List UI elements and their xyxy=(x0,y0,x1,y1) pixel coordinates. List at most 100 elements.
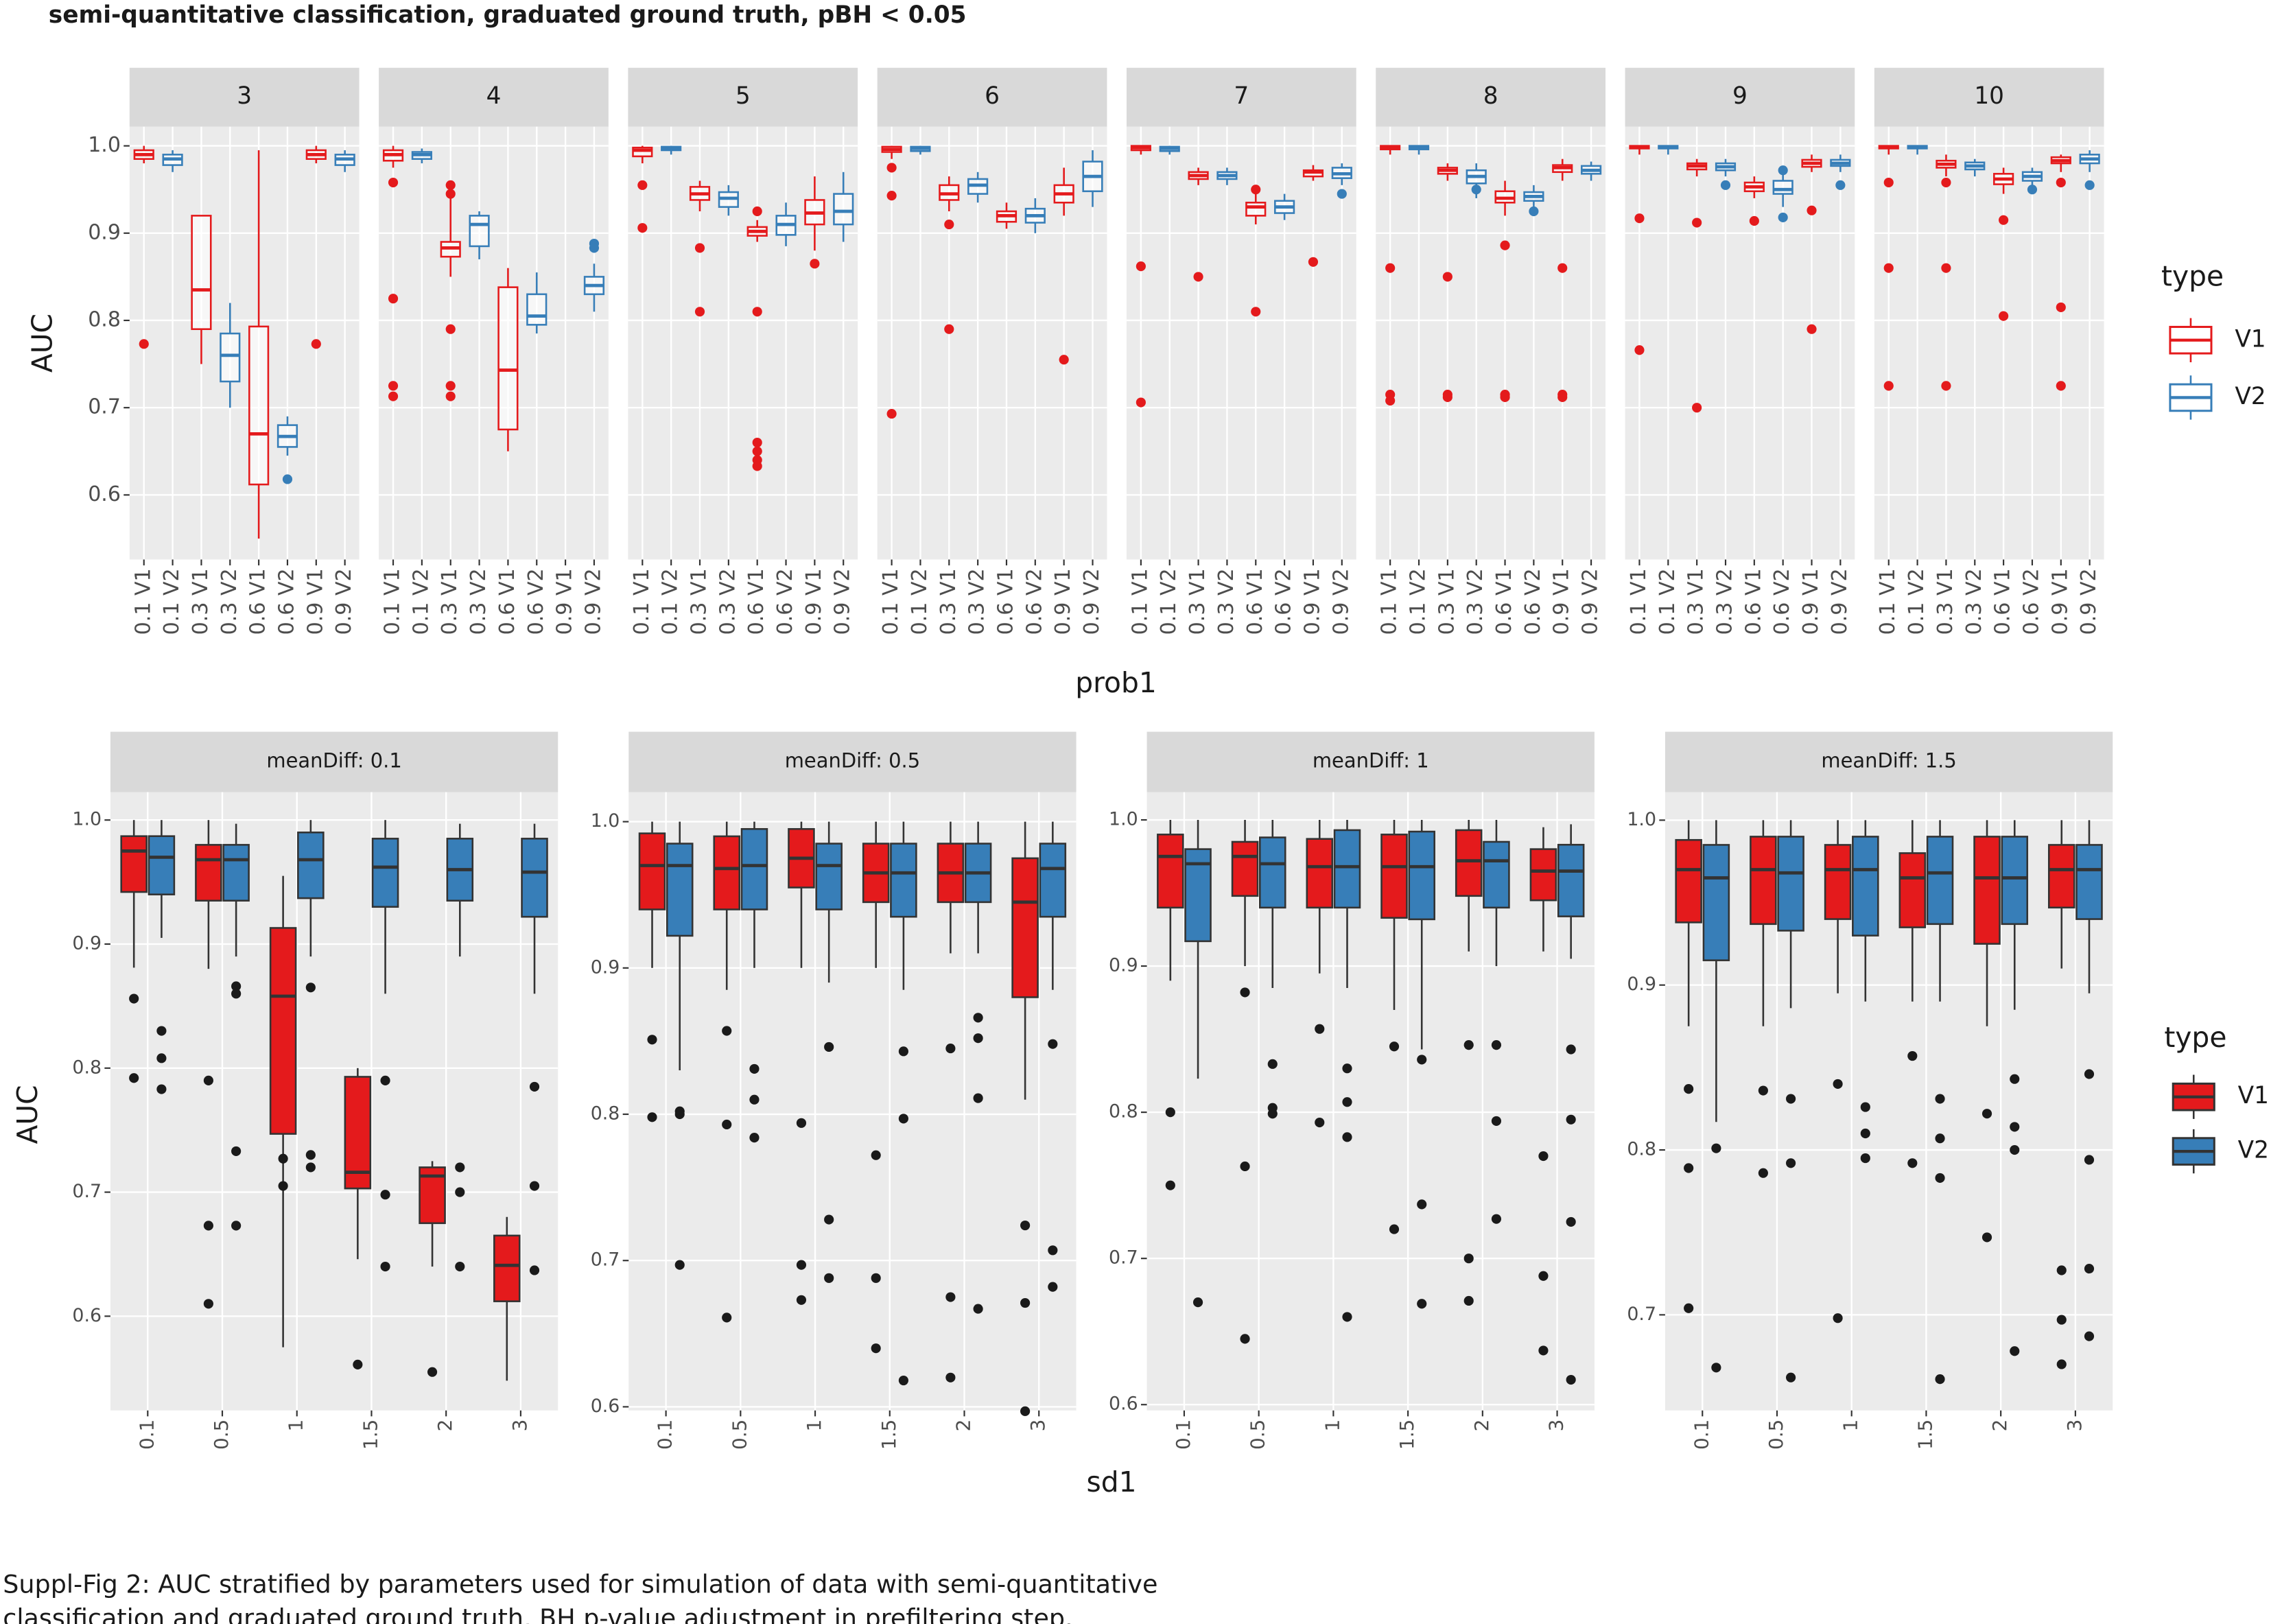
box xyxy=(1157,834,1184,909)
outlier xyxy=(1566,1374,1576,1385)
outlier xyxy=(388,391,399,401)
outlier xyxy=(1342,1132,1352,1142)
panel-background xyxy=(628,126,858,560)
x-tick-label: 1 xyxy=(285,1420,307,1432)
outlier xyxy=(1538,1151,1549,1162)
outlier xyxy=(1634,213,1645,224)
outlier xyxy=(1935,1133,1945,1144)
y-tick-label: 0.6 xyxy=(72,1305,102,1326)
outlier xyxy=(231,989,242,999)
x-tick-label: 0.6 V2 xyxy=(1521,568,1545,635)
y-tick-label: 0.8 xyxy=(1109,1101,1138,1122)
x-tick-label: 0.9 V1 xyxy=(553,568,577,635)
strip-label: meanDiff: 0.1 xyxy=(266,749,401,773)
outlier xyxy=(1267,1109,1278,1119)
outlier xyxy=(1342,1063,1352,1074)
outlier xyxy=(1883,263,1894,273)
outlier xyxy=(871,1273,881,1283)
outlier xyxy=(445,324,456,334)
x-tick-label: 0.1 V2 xyxy=(1905,568,1929,635)
strip xyxy=(110,731,558,792)
strip-label: 7 xyxy=(1234,82,1249,110)
outlier xyxy=(810,259,820,269)
outlier xyxy=(886,191,897,201)
outlier xyxy=(282,474,293,484)
x-tick-label: 1 xyxy=(803,1420,825,1432)
strip xyxy=(1376,67,1606,127)
x-tick-label: 0.3 V1 xyxy=(937,568,961,635)
outlier xyxy=(1389,1042,1400,1052)
box xyxy=(1455,829,1483,897)
strip xyxy=(1665,731,2113,792)
outlier xyxy=(637,180,648,190)
y-tick-label: 0.8 xyxy=(1627,1139,1656,1160)
x-tick-label: 0.6 V2 xyxy=(524,568,548,635)
box xyxy=(371,838,399,908)
box xyxy=(195,844,222,902)
outlier xyxy=(2027,185,2038,195)
outlier xyxy=(824,1214,834,1225)
outlier xyxy=(278,1181,288,1191)
box xyxy=(1408,830,1435,921)
y-tick-label: 0.6 xyxy=(591,1396,620,1417)
outlier xyxy=(2056,302,2066,312)
outlier xyxy=(1778,212,1788,222)
y-tick-label: 0.7 xyxy=(591,1249,620,1271)
strip xyxy=(1625,67,1855,127)
x-tick-label: 0.3 V2 xyxy=(1463,568,1487,635)
x-tick-label: 0.6 V1 xyxy=(1492,568,1516,635)
x-tick-label: 0.9 V1 xyxy=(1300,568,1324,635)
strip xyxy=(1146,731,1595,792)
x-tick-label: 2 xyxy=(952,1420,975,1432)
legend-title: type xyxy=(2164,1021,2226,1054)
y-tick-label: 0.7 xyxy=(72,1181,102,1202)
outlier xyxy=(1342,1312,1352,1322)
outlier xyxy=(427,1367,438,1377)
strip-label: meanDiff: 0.5 xyxy=(785,749,920,773)
x-axis-title: prob1 xyxy=(1075,666,1157,699)
outlier xyxy=(1463,1040,1474,1050)
box xyxy=(1259,836,1286,909)
outlier xyxy=(1059,355,1069,365)
outlier xyxy=(824,1273,834,1283)
x-tick-label: 0.6 V1 xyxy=(1243,568,1267,635)
x-tick-label: 0.3 V1 xyxy=(438,568,462,635)
outlier xyxy=(129,1073,139,1083)
x-tick-label: 0.9 V1 xyxy=(303,568,327,635)
x-tick-label: 0.6 V2 xyxy=(1770,568,1794,635)
y-tick-label: 0.6 xyxy=(1109,1393,1138,1415)
outlier xyxy=(1500,392,1510,403)
box xyxy=(1483,840,1510,909)
outlier xyxy=(1557,263,1568,273)
outlier xyxy=(1192,1297,1203,1308)
x-tick-label: 2 xyxy=(434,1420,456,1432)
x-tick-label: 0.6 V1 xyxy=(1991,568,2015,635)
outlier xyxy=(1883,381,1894,391)
box xyxy=(1231,840,1259,897)
x-tick-label: 0.9 V1 xyxy=(802,568,826,635)
outlier xyxy=(129,993,139,1004)
panel-background xyxy=(1146,792,1595,1411)
x-tick-label: 0.1 V2 xyxy=(409,568,433,635)
caption-line: Suppl-Fig 2: AUC stratified by parameter… xyxy=(3,1570,1157,1599)
x-tick-label: 0.9 V2 xyxy=(831,568,855,635)
outlier xyxy=(1491,1040,1502,1050)
outlier xyxy=(824,1042,834,1052)
outlier xyxy=(2056,1265,2067,1275)
box xyxy=(148,835,176,895)
outlier xyxy=(796,1118,807,1128)
outlier xyxy=(2084,1155,2095,1165)
outlier xyxy=(752,446,762,456)
x-tick-label: 0.6 V2 xyxy=(773,568,797,635)
outlier xyxy=(694,243,705,253)
outlier xyxy=(796,1295,807,1305)
outlier xyxy=(944,219,954,230)
x-tick-label: 0.6 V2 xyxy=(1022,568,1046,635)
box xyxy=(248,325,270,486)
panel-background xyxy=(1376,126,1606,560)
box xyxy=(1529,848,1557,902)
outlier xyxy=(674,1109,685,1120)
strip xyxy=(129,67,360,127)
strip xyxy=(877,67,1107,127)
legend-label: V1 xyxy=(2238,1082,2269,1109)
